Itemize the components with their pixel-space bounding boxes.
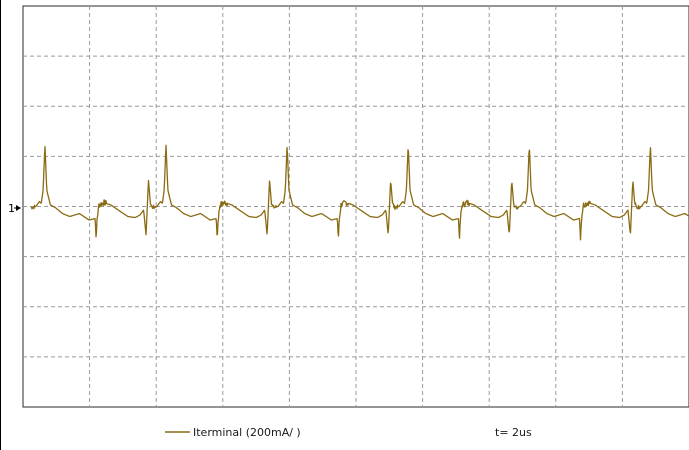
channel-marker: 1 <box>8 202 21 215</box>
signal-trace <box>30 144 689 241</box>
channel-marker-label: 1 <box>8 202 15 215</box>
legend: Iterminal (200mA/ ) t= 2us <box>165 426 532 439</box>
plot-area <box>22 5 689 408</box>
timebase-label: t= 2us <box>495 426 532 439</box>
series-line-iterminal <box>30 144 689 241</box>
legend-series-name: Iterminal (200mA/ ) <box>193 426 301 439</box>
